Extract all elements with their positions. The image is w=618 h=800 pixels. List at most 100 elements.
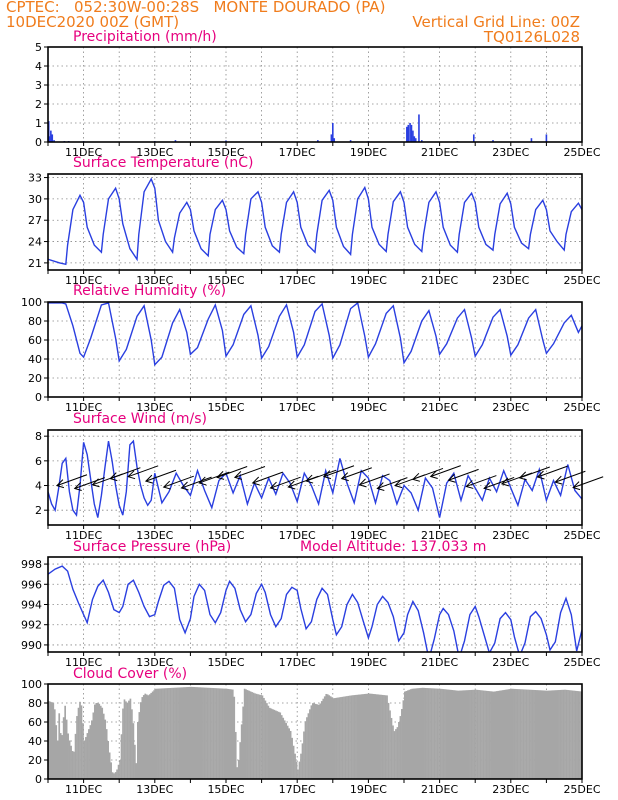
wind-arrow: [235, 467, 265, 478]
cloud-bar: [365, 694, 367, 779]
cloud-bar: [173, 688, 175, 779]
cloud-bar: [177, 688, 179, 779]
cloud-bar: [97, 703, 99, 779]
precip-bar: [546, 134, 548, 142]
cloud-bar: [546, 691, 548, 779]
y-tick-label: 4: [35, 480, 42, 493]
cloud-bar: [471, 690, 473, 779]
cloud-bar: [453, 690, 455, 779]
cloud-bar: [226, 689, 228, 779]
humidity-line: [48, 303, 582, 365]
cloud-bar: [492, 691, 494, 779]
y-tick-label: 40: [28, 735, 42, 748]
wind-arrow: [573, 477, 603, 488]
cloud-bar: [552, 690, 554, 779]
cloud-bar: [242, 707, 244, 779]
x-tick-label: 11DEC: [65, 783, 102, 796]
cloud-bar: [566, 690, 568, 779]
y-tick-label: 60: [28, 334, 42, 347]
cloud-bar: [480, 690, 482, 779]
cloud-bar: [557, 690, 559, 779]
cloud-bar: [459, 691, 461, 779]
precip-bar: [407, 125, 409, 142]
cloud-bar: [456, 690, 458, 779]
y-tick-label: 990: [21, 639, 42, 652]
cloud-bar: [127, 703, 129, 779]
cloud-bar: [205, 688, 207, 779]
cloud-bar: [144, 694, 146, 779]
y-tick-label: 24: [28, 236, 42, 249]
cloud-bar: [450, 690, 452, 779]
cloud-bar: [290, 731, 292, 779]
cloud-bar: [494, 691, 496, 779]
cloud-bar: [297, 770, 299, 780]
cloud-bar: [449, 690, 451, 779]
cloud-bar: [130, 699, 132, 779]
cloud-bar: [78, 708, 80, 779]
cloud-series: [48, 687, 582, 779]
cloud-bar: [152, 692, 154, 779]
cloud-bar: [434, 688, 436, 779]
cloud-bar: [573, 691, 575, 779]
cloud-bar: [271, 709, 273, 779]
cloud-bar: [171, 688, 173, 779]
cloud-bar: [118, 765, 120, 779]
cloud-panel: 02040608010011DEC 13DEC 15DEC 17DEC 19DEC 21D…: [21, 666, 601, 796]
cloud-bar: [213, 688, 215, 779]
cloud-bar: [113, 773, 115, 779]
y-tick-label: 996: [21, 578, 42, 591]
cloud-bar: [425, 688, 427, 779]
wind-line: [48, 441, 582, 517]
cloud-bar: [259, 695, 261, 779]
cloud-bar: [101, 708, 103, 779]
cloud-bar: [149, 694, 151, 779]
cloud-bar: [306, 717, 308, 779]
x-tick-label: 25DEC: [563, 783, 600, 796]
cloud-bar: [287, 726, 289, 779]
cloud-bar: [279, 713, 281, 780]
cloud-bar: [122, 709, 124, 779]
cloud-bar: [472, 690, 474, 779]
cloud-bar: [414, 688, 416, 779]
cloud-bar: [348, 696, 350, 779]
cloud-bar: [263, 698, 265, 779]
cloud-bar: [337, 698, 339, 779]
cloud-bar: [446, 689, 448, 779]
cloud-bar: [319, 703, 321, 779]
cloud-bar: [72, 751, 74, 779]
x-tick-label: 23DEC: [492, 783, 529, 796]
cloud-bar: [558, 690, 560, 779]
cloud-bar: [265, 701, 267, 779]
x-tick-label: 19DEC: [350, 274, 387, 287]
cloud-bar: [179, 687, 181, 779]
cloud-bar: [60, 733, 62, 779]
cloud-bar: [84, 741, 86, 779]
cloud-bar: [262, 695, 264, 779]
cloud-bar: [468, 690, 470, 779]
cloud-bar: [435, 689, 437, 779]
cloud-bar: [251, 692, 253, 779]
cloud-bar: [343, 697, 345, 779]
wind-arrow: [146, 470, 176, 481]
cloud-bar: [85, 737, 87, 779]
y-tick-label: 27: [28, 214, 42, 227]
cloud-bar: [411, 689, 413, 779]
cloud-bar: [296, 762, 298, 779]
cloud-bar: [58, 713, 60, 779]
cloud-bar: [54, 709, 56, 779]
cloud-bar: [330, 696, 332, 779]
cloud-bar: [383, 695, 385, 779]
cloud-bar: [247, 690, 249, 779]
precip-bar: [331, 134, 333, 142]
cloud-bar: [512, 689, 514, 779]
cloud-bar: [521, 689, 523, 779]
cloud-bar: [362, 694, 364, 779]
cloud-bar: [451, 690, 453, 779]
precipitation-frame: [48, 47, 582, 142]
wind-arrow: [128, 466, 158, 477]
y-tick-label: 2: [35, 98, 42, 111]
y-tick-label: 8: [35, 430, 42, 443]
cloud-bar: [361, 694, 363, 779]
precipitation-title: Precipitation (mm/h): [73, 29, 217, 45]
cloud-bar: [183, 687, 185, 779]
